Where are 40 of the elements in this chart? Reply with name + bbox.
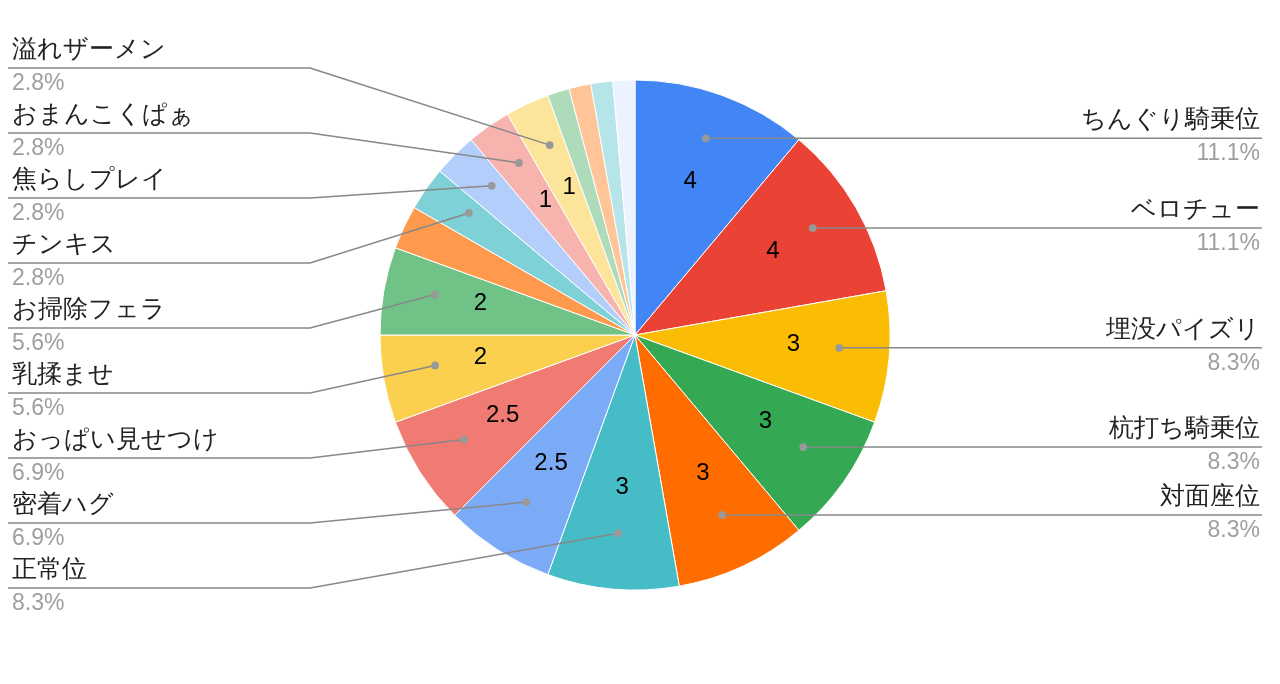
data-label: 4 [766,235,780,263]
data-label: 2 [473,342,487,370]
slice-label: 乳揉ませ [12,359,114,387]
text: 2.8% [12,264,65,290]
data-label: 3 [615,472,629,500]
slice-label: 正常位 [12,554,87,582]
slice-label: 焦らしプレイ [12,164,167,192]
text: 2.8% [12,134,65,160]
data-label: 2 [473,287,487,315]
text: 2.8% [12,199,65,225]
data-label: 4 [683,166,697,194]
slice-label: 埋没パイズリ [1105,313,1260,342]
slice-label: 溢れザーメン [12,34,166,62]
text: 6.9% [12,459,65,485]
text: 8.3% [1207,348,1260,375]
text: 2.8% [12,69,65,95]
text: 11.1% [1196,229,1260,255]
text: 11.1% [1196,139,1260,166]
data-label: 3 [786,328,801,356]
slice-label: ちんぐり騎乗位 [1081,104,1260,133]
text: 6.9% [12,524,65,550]
slice-label: 密着ハグ [12,489,114,517]
text: 8.3% [1207,448,1260,475]
data-label: 1 [562,171,576,199]
data-label: 3 [758,405,773,433]
text: 8.3% [12,589,65,615]
data-label: 3 [696,458,710,486]
slice-label: 対面座位 [1160,480,1260,509]
text: 8.3% [1207,515,1260,542]
slice-label: おまんこくぱぁ [12,99,194,127]
data-label: 2.5 [534,448,568,476]
slice-label: 杭打ち騎乗位 [1108,413,1260,442]
data-label: 1 [538,185,552,213]
slice-label: お掃除フェラ [12,294,166,322]
slice-label: チンキス [12,229,116,257]
text: 5.6% [12,329,65,355]
slice-label: ベロチュー [1131,194,1260,222]
slice-label: おっぱい見せつけ [12,424,219,452]
text: 5.6% [12,394,65,420]
data-label: 2.5 [485,399,520,427]
